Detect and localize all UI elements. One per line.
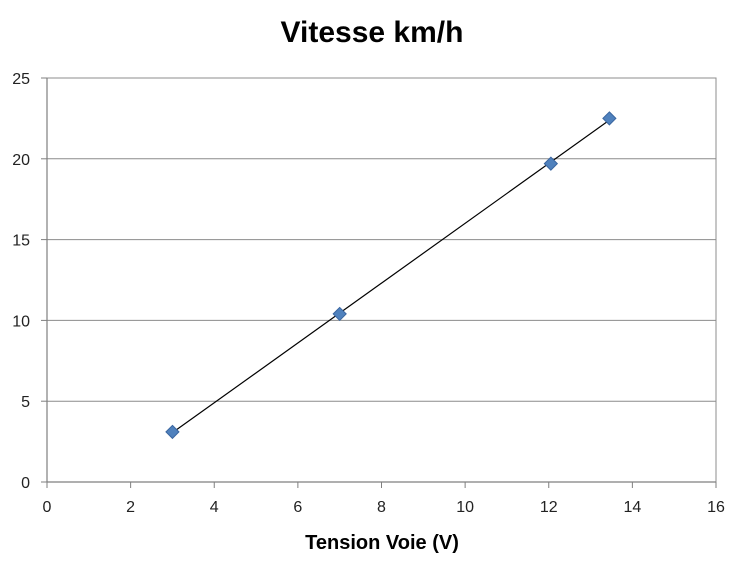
y-tick-label: 10 xyxy=(12,313,30,330)
y-tick-label: 5 xyxy=(21,394,30,411)
x-axis-label: Tension Voie (V) xyxy=(305,532,459,554)
data-point xyxy=(332,306,347,322)
x-tick-label: 2 xyxy=(126,499,135,516)
plot-area-frame xyxy=(46,77,717,483)
axes xyxy=(41,77,717,488)
x-tick-label: 10 xyxy=(456,499,474,516)
x-tick-label: 0 xyxy=(43,499,52,516)
y-tick-label: 15 xyxy=(12,233,30,250)
trendline xyxy=(172,119,610,434)
data-point xyxy=(165,424,180,440)
chart-title: Vitesse km/h xyxy=(281,16,464,49)
gridlines xyxy=(47,77,716,402)
y-tick-label: 20 xyxy=(12,152,30,169)
x-tick-label: 14 xyxy=(623,499,641,516)
data-points xyxy=(165,111,617,440)
x-tick-label: 6 xyxy=(293,499,302,516)
trendlines xyxy=(172,119,610,434)
y-tick-labels: 0 5 10 15 20 25 xyxy=(12,71,30,492)
y-tick-label: 0 xyxy=(21,475,30,492)
x-tick-label: 12 xyxy=(540,499,558,516)
y-tick-label: 25 xyxy=(12,71,30,88)
data-point xyxy=(543,156,559,171)
x-tick-label: 4 xyxy=(210,499,219,516)
x-tick-label: 16 xyxy=(707,499,725,516)
data-point xyxy=(602,111,617,126)
x-tick-label: 8 xyxy=(377,499,386,516)
x-tick-labels: 0 2 4 6 8 10 12 14 16 xyxy=(43,499,725,516)
